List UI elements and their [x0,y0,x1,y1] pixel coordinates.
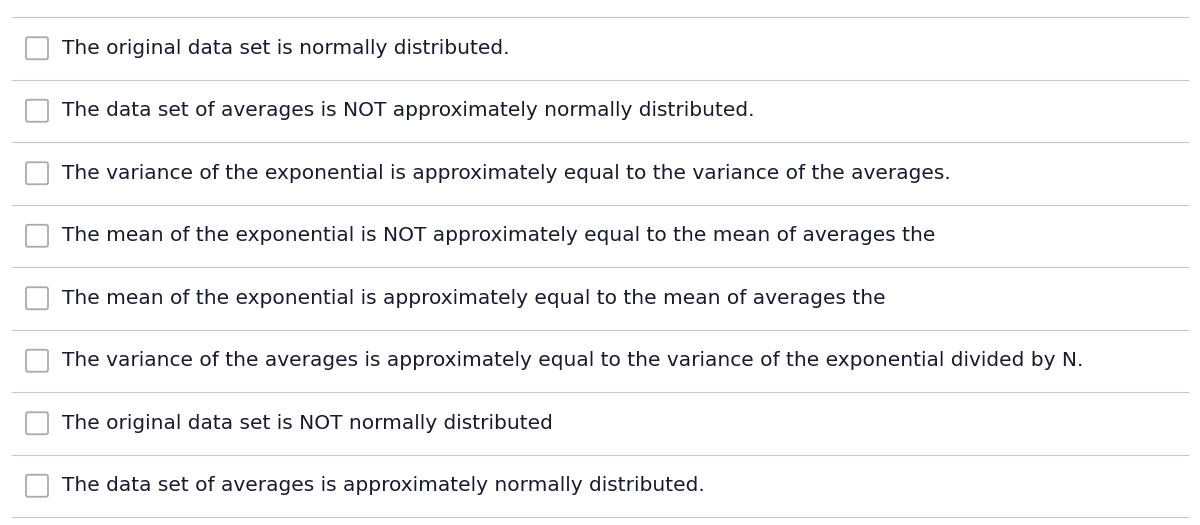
Text: The data set of averages is approximately normally distributed.: The data set of averages is approximatel… [62,476,704,495]
Text: The data set of averages is NOT approximately normally distributed.: The data set of averages is NOT approxim… [62,101,755,120]
FancyBboxPatch shape [26,100,48,122]
FancyBboxPatch shape [26,412,48,434]
Text: The mean of the exponential is approximately equal to the mean of averages the: The mean of the exponential is approxima… [62,289,886,308]
FancyBboxPatch shape [26,162,48,184]
Text: The mean of the exponential is NOT approximately equal to the mean of averages t: The mean of the exponential is NOT appro… [62,226,935,245]
Text: The original data set is normally distributed.: The original data set is normally distri… [62,39,510,58]
Text: The variance of the exponential is approximately equal to the variance of the av: The variance of the exponential is appro… [62,164,950,183]
FancyBboxPatch shape [26,37,48,59]
Text: The original data set is NOT normally distributed: The original data set is NOT normally di… [62,414,553,433]
Text: The variance of the averages is approximately equal to the variance of the expon: The variance of the averages is approxim… [62,351,1084,370]
FancyBboxPatch shape [26,287,48,309]
FancyBboxPatch shape [26,475,48,497]
FancyBboxPatch shape [26,225,48,247]
FancyBboxPatch shape [26,350,48,372]
